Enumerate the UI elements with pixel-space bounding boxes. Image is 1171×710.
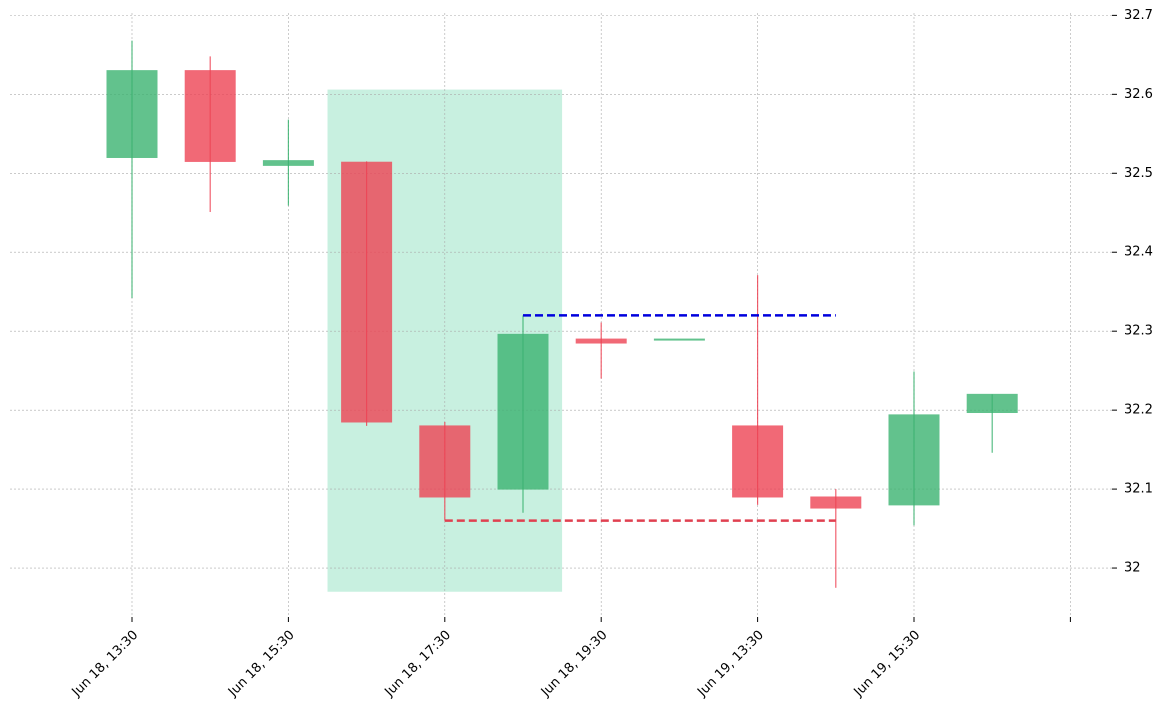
candle-body: [888, 414, 940, 506]
candle-body: [341, 161, 393, 423]
x-tick-label: Jun 18, 17:30: [381, 628, 454, 701]
candle-body: [262, 160, 314, 166]
y-tick-label: 32.1: [1124, 482, 1153, 497]
y-tick-label: 32: [1124, 561, 1141, 576]
candle-body: [966, 393, 1018, 414]
x-tick-label: Jun 18, 19:30: [538, 628, 611, 701]
candle-body: [419, 425, 471, 498]
x-tick-label: Jun 19, 15:30: [851, 628, 924, 701]
candle-body: [810, 496, 862, 509]
y-tick-label: 32.5: [1124, 166, 1153, 181]
y-tick-label: 32.2: [1124, 403, 1153, 418]
candle-body: [653, 338, 705, 341]
y-tick-label: 32.3: [1124, 324, 1153, 339]
y-tick-label: 32.4: [1124, 245, 1153, 260]
candle-body: [184, 70, 236, 162]
candle-body: [106, 70, 158, 158]
candle-body: [575, 338, 627, 344]
x-tick-label: Jun 18, 13:30: [69, 628, 142, 701]
candle-body: [497, 333, 549, 490]
x-tick-label: Jun 18, 15:30: [225, 628, 298, 701]
y-tick-label: 32.7: [1124, 8, 1153, 23]
candle-body: [732, 425, 784, 498]
y-tick-label: 32.6: [1124, 87, 1153, 102]
x-tick-label: Jun 19, 13:30: [694, 628, 767, 701]
